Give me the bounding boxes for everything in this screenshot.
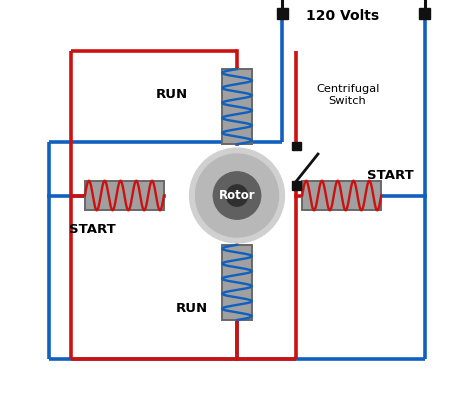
Circle shape (213, 172, 261, 219)
Text: Centrifugal
Switch: Centrifugal Switch (316, 84, 379, 105)
Bar (277, 8, 288, 19)
Text: RUN: RUN (175, 302, 208, 314)
Text: Rotor: Rotor (219, 189, 255, 202)
Bar (292, 181, 301, 190)
Bar (172, 130, 302, 261)
FancyBboxPatch shape (222, 69, 252, 144)
Circle shape (196, 154, 279, 237)
Circle shape (190, 148, 284, 243)
FancyBboxPatch shape (85, 181, 164, 210)
Circle shape (227, 185, 247, 206)
FancyBboxPatch shape (302, 181, 381, 210)
Text: START: START (367, 169, 414, 182)
Bar (419, 8, 430, 19)
Text: RUN: RUN (156, 88, 188, 101)
FancyBboxPatch shape (222, 245, 252, 320)
Bar (292, 142, 301, 150)
Text: 120 Volts: 120 Volts (306, 9, 379, 23)
Text: START: START (70, 223, 116, 235)
